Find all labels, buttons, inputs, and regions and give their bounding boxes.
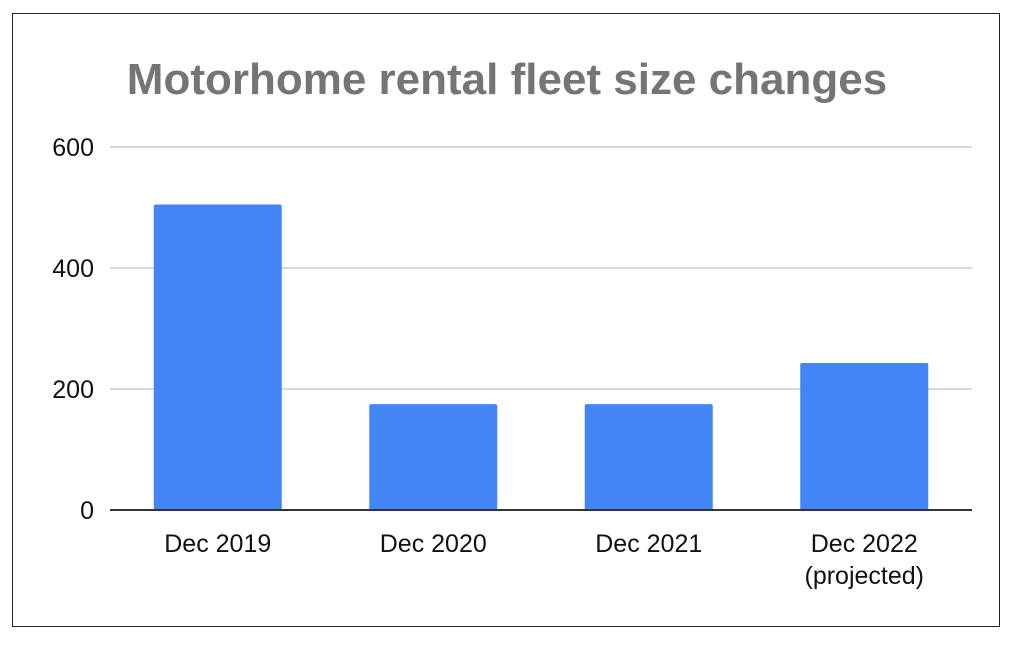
x-tick-label: (projected) (805, 562, 925, 590)
labels: 0 200 400 600 Dec 2019 Dec 2020 Dec 2021 Dec 20… (52, 134, 924, 590)
bars (153, 204, 929, 510)
bar (153, 204, 282, 510)
bar (369, 404, 498, 510)
x-tick-label: Dec 2022 (811, 530, 918, 558)
x-tick-label: Dec 2019 (164, 530, 271, 558)
y-tick-label: 0 (80, 497, 94, 525)
x-tick-label: Dec 2020 (380, 530, 487, 558)
chart-title: Motorhome rental fleet size changes (127, 55, 887, 104)
y-tick-label: 600 (52, 134, 94, 162)
bar (584, 404, 713, 510)
x-tick-label: Dec 2021 (595, 530, 702, 558)
y-tick-label: 200 (52, 376, 94, 404)
y-tick-label: 400 (52, 255, 94, 283)
bar (800, 362, 929, 510)
